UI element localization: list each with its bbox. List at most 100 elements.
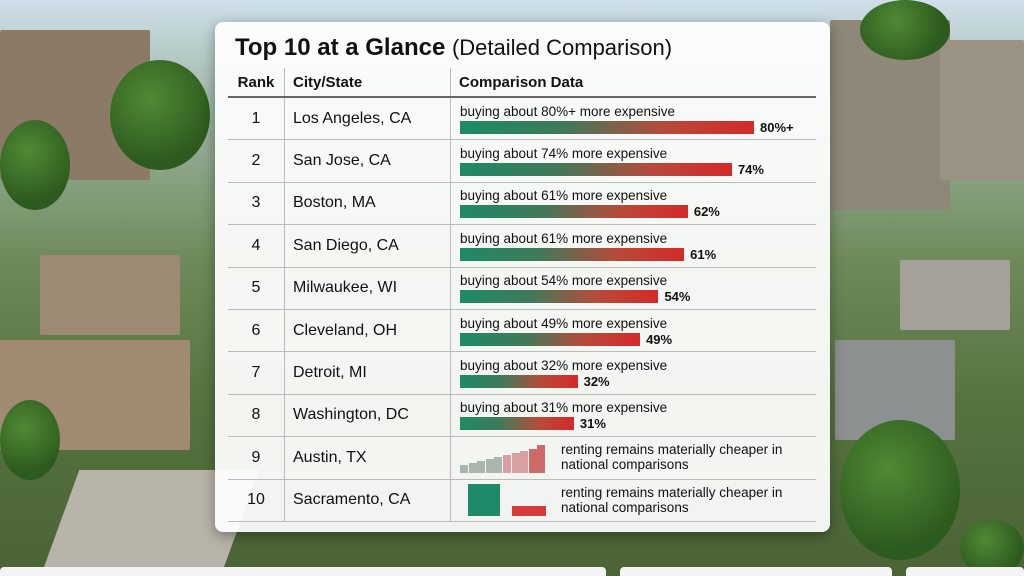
rank-cell: 4: [228, 224, 285, 268]
comparison-text: buying about 32% more expensive: [460, 358, 668, 374]
col-data: Comparison Data: [450, 68, 816, 98]
red-bar: [512, 505, 546, 516]
mini-bar: [520, 451, 529, 474]
city-cell: Los Angeles, CA: [284, 97, 451, 141]
bar-value-label: 62%: [693, 204, 720, 220]
comparison-table: Rank City/State Comparison Data 1 Los Ang…: [228, 68, 816, 522]
bottom-panel-left: [0, 567, 606, 576]
data-cell: buying about 54% more expensive 54%: [450, 267, 816, 310]
table-row: 2 San Jose, CA buying about 74% more expen…: [228, 139, 816, 183]
house-left-mid: [40, 255, 180, 335]
data-cell: renting remains materially cheaper in na…: [450, 436, 816, 480]
city-cell: San Jose, CA: [284, 139, 451, 183]
green-square: [468, 483, 500, 516]
tree: [110, 60, 210, 170]
mini-bar: [528, 449, 537, 474]
bar-value-label: 54%: [664, 289, 691, 305]
data-cell: buying about 49% more expensive 49%: [450, 309, 816, 353]
house-right-mid: [900, 260, 1010, 330]
comparison-text: buying about 80%+ more expensive: [460, 103, 676, 119]
tree: [0, 120, 70, 210]
bar-value-label: 61%: [690, 246, 717, 262]
col-city: City/State: [284, 68, 451, 98]
mini-bar: [503, 455, 511, 474]
data-cell: renting remains materially cheaper in na…: [450, 479, 816, 522]
rank-cell: 6: [228, 309, 285, 353]
tree: [0, 400, 60, 480]
comparison-text: buying about 31% more expensive: [460, 400, 668, 416]
city-cell: Washington, DC: [284, 394, 451, 438]
col-rank: Rank: [228, 68, 285, 98]
city-cell: Boston, MA: [284, 182, 451, 226]
bar: [460, 332, 641, 346]
city-cell: Austin, TX: [284, 436, 451, 480]
comparison-note: renting remains materially cheaper in na…: [561, 484, 783, 515]
comparison-note: renting remains materially cheaper in na…: [561, 442, 783, 473]
comparison-text: buying about 61% more expensive: [460, 230, 668, 246]
comparison-text: buying about 61% more expensive: [460, 188, 668, 204]
bottom-panel-right: [906, 567, 1024, 576]
bar: [460, 375, 578, 389]
rank-cell: 3: [228, 182, 285, 226]
city-cell: San Diego, CA: [284, 224, 451, 268]
table-row: 6 Cleveland, OH buying about 49% more expe…: [228, 309, 816, 353]
table-row: 7 Detroit, MI buying about 32% more expens…: [228, 351, 816, 395]
city-cell: Milwaukee, WI: [284, 267, 451, 310]
data-cell: buying about 32% more expensive 32%: [450, 351, 816, 395]
title-subtitle: (Detailed Comparison): [451, 35, 673, 60]
bar: [460, 247, 685, 261]
table-row: 4 San Diego, CA buying about 61% more expe…: [228, 224, 816, 268]
bar: [460, 163, 732, 177]
tree: [960, 520, 1024, 576]
bar: [460, 417, 574, 431]
bar-value-label: 49%: [646, 331, 673, 347]
comparison-card: Top 10 at a Glance (Detailed Comparison)…: [215, 22, 830, 532]
data-cell: buying about 31% more expensive 31%: [450, 394, 816, 438]
rank-cell: 7: [228, 351, 285, 395]
rank-cell: 8: [228, 394, 285, 438]
city-cell: Sacramento, CA: [284, 479, 451, 522]
house-right-far: [940, 40, 1024, 180]
table-row: 5 Milwaukee, WI buying about 54% more expe…: [228, 267, 816, 310]
data-cell: buying about 61% more expensive 61%: [450, 224, 816, 268]
rank-cell: 10: [228, 479, 285, 522]
city-cell: Cleveland, OH: [284, 309, 451, 353]
city-cell: Detroit, MI: [284, 351, 451, 395]
data-cell: buying about 74% more expensive 74%: [450, 139, 816, 183]
mini-bar: [477, 461, 486, 474]
tree: [840, 420, 960, 560]
bar-value-label: 31%: [579, 416, 606, 432]
rank-cell: 5: [228, 267, 285, 310]
table-row: 3 Boston, MA buying about 61% more expensi…: [228, 182, 816, 226]
table-header: Rank City/State Comparison Data: [228, 68, 816, 98]
bar-value-label: 32%: [583, 374, 610, 390]
table-row: 8 Washington, DC buying about 31% more exp…: [228, 394, 816, 438]
comparison-text: buying about 54% more expensive: [460, 273, 668, 289]
mini-bars-graphic: [460, 443, 550, 474]
bar-value-label: 80%+: [760, 119, 794, 135]
table-row: 10 Sacramento, CA renting remains material…: [228, 479, 816, 522]
rank-cell: 2: [228, 139, 285, 183]
bar: [460, 205, 688, 219]
mini-bar: [485, 459, 494, 474]
tree: [860, 0, 950, 60]
data-cell: buying about 61% more expensive 62%: [450, 182, 816, 226]
data-cell: buying about 80%+ more expensive 80%+: [450, 97, 816, 141]
bar: [460, 290, 659, 304]
mini-bar: [494, 457, 503, 474]
mini-bar: [511, 453, 520, 474]
comparison-text: buying about 74% more expensive: [460, 146, 668, 162]
bottom-panel-mid: [620, 567, 892, 576]
table-row: 9 Austin, TX renting remains materially ch…: [228, 436, 816, 480]
mini-bar: [537, 445, 546, 474]
mini-bar: [460, 465, 468, 474]
bar: [460, 120, 754, 134]
card-title: Top 10 at a Glance (Detailed Comparison): [235, 34, 672, 62]
table-row: 1 Los Angeles, CA buying about 80%+ more e…: [228, 97, 816, 141]
title-bold: Top 10 at a Glance: [235, 34, 446, 61]
rank-cell: 1: [228, 97, 285, 141]
bar-value-label: 74%: [737, 162, 764, 178]
comparison-text: buying about 49% more expensive: [460, 315, 668, 331]
rank-cell: 9: [228, 436, 285, 480]
mini-bar: [468, 463, 477, 474]
